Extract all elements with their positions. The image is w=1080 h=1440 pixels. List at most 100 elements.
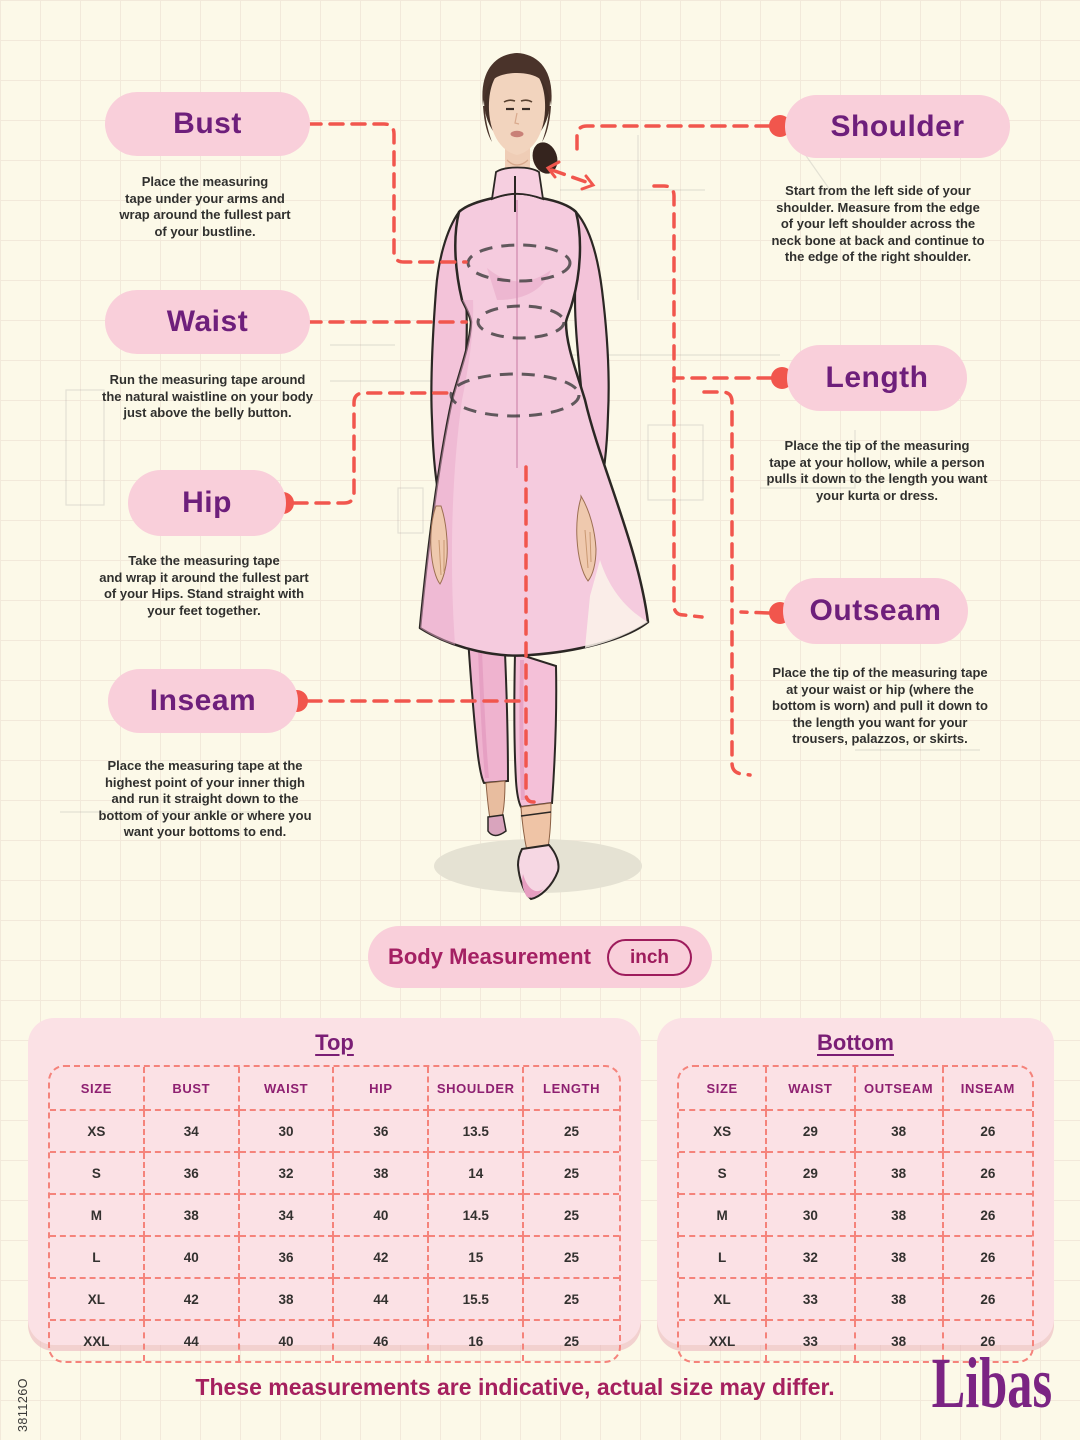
table-cell: 32 xyxy=(767,1237,856,1279)
table-cell: 14.5 xyxy=(429,1195,525,1237)
table-cell: 34 xyxy=(144,1111,240,1153)
pill-label: Outseam xyxy=(809,594,942,627)
shoulder-arrowheads xyxy=(545,160,596,191)
pill-label: Length xyxy=(825,361,929,394)
measurement-pill-bust: Bust xyxy=(105,92,310,156)
bust-ellipse xyxy=(466,243,572,283)
length-line xyxy=(652,184,704,619)
shoe-toe xyxy=(522,874,543,898)
table-cell: 36 xyxy=(239,1237,335,1279)
table-header-row: SIZE WAIST OUTSEAM INSEAM xyxy=(679,1067,1032,1111)
face xyxy=(488,64,546,155)
table-cell: 38 xyxy=(239,1279,335,1321)
table-cell: 25 xyxy=(524,1195,619,1237)
bust-description: Place the measuring tape under your arms… xyxy=(119,174,291,239)
table-row: XL 42 38 44 15.5 25 xyxy=(50,1279,619,1321)
shoulder-arrow-shaft xyxy=(550,168,591,185)
bust-connector xyxy=(306,122,468,264)
table-cell: 46 xyxy=(334,1321,430,1361)
table-header-row: SIZE BUST WAIST HIP SHOULDER LENGTH xyxy=(50,1067,619,1111)
size-table-top: SIZE BUST WAIST HIP SHOULDER LENGTH XS 34 30 36 13… xyxy=(48,1065,621,1363)
table-cell: 26 xyxy=(943,1153,1032,1195)
table-cell: 29 xyxy=(767,1111,856,1153)
table-cell: 42 xyxy=(334,1237,430,1279)
size-table-card-bottom: Bottom SIZE WAIST OUTSEAM INSEAM XS 29 38 26 S 29… xyxy=(657,1018,1054,1363)
table-cell: 25 xyxy=(524,1111,619,1153)
table-cell: 36 xyxy=(144,1153,240,1195)
table-cell: M xyxy=(50,1195,145,1237)
hair-front xyxy=(482,53,552,106)
ankle-front xyxy=(520,802,552,852)
table-row: L 40 36 42 15 25 xyxy=(50,1237,619,1279)
table-cell: 33 xyxy=(767,1321,856,1361)
table-cell: 26 xyxy=(943,1279,1032,1321)
table-header-cell: SIZE xyxy=(679,1067,768,1111)
table-cell: 29 xyxy=(767,1153,856,1195)
outseam-description: Place the tip of the measuring tape at y… xyxy=(772,665,988,746)
table-cell: 40 xyxy=(144,1237,240,1279)
table-cell: 40 xyxy=(240,1321,335,1361)
collar xyxy=(490,166,545,201)
shoe-back xyxy=(487,814,507,837)
table-header-cell: HIP xyxy=(334,1067,430,1111)
table-header-cell: BUST xyxy=(144,1067,240,1111)
underbust-shade xyxy=(487,268,551,300)
measurement-connectors xyxy=(292,122,773,804)
table-row: S 36 32 38 14 25 xyxy=(50,1153,619,1195)
table-header-cell: WAIST xyxy=(239,1067,335,1111)
table-cell: 36 xyxy=(334,1111,430,1153)
outseam-line xyxy=(702,390,752,777)
length-description: Place the tip of the measuring tape at y… xyxy=(766,438,988,503)
table-cell: 38 xyxy=(144,1195,240,1237)
table-cell: XL xyxy=(679,1279,768,1321)
size-table-bottom: SIZE WAIST OUTSEAM INSEAM XS 29 38 26 S 29 38 26 M 30… xyxy=(677,1065,1034,1363)
pill-label: Hip xyxy=(182,486,232,519)
pill-label: Waist xyxy=(166,305,249,338)
table-header-cell: OUTSEAM xyxy=(855,1067,944,1111)
shoulder-connector xyxy=(575,124,771,156)
measurement-pill-hip: Hip xyxy=(128,470,286,536)
table-header-cell: LENGTH xyxy=(524,1067,619,1111)
table-cell: S xyxy=(679,1153,768,1195)
table-cell: XS xyxy=(50,1111,145,1153)
table-cell: 25 xyxy=(564,1333,580,1349)
table-cell: 30 xyxy=(767,1195,856,1237)
table-row: XS 34 30 36 13.5 25 xyxy=(50,1111,619,1153)
table-cell: 15 xyxy=(429,1237,525,1279)
outseam-connector xyxy=(739,610,771,615)
table-cell: 33 xyxy=(767,1279,856,1321)
table-row: XS 29 38 26 xyxy=(679,1111,1032,1153)
table-cell: 38 xyxy=(855,1279,944,1321)
sku-code: 381126O xyxy=(16,1378,30,1433)
table-row: XXL 44 40 46 16 25 xyxy=(50,1321,619,1361)
table-cell: 44 xyxy=(334,1279,430,1321)
table-row: M 38 34 40 14.5 25 xyxy=(50,1195,619,1237)
ankle-back xyxy=(485,780,506,820)
table-cell: 34 xyxy=(239,1195,335,1237)
inseam-line xyxy=(524,465,536,804)
hip-connector xyxy=(292,391,451,505)
table-cell: 38 xyxy=(855,1195,944,1237)
measurement-pill-inseam: Inseam xyxy=(108,669,298,733)
table-cell: 38 xyxy=(855,1111,944,1153)
table-row: S 29 38 26 xyxy=(679,1153,1032,1195)
table-cell: 16 xyxy=(429,1321,525,1361)
measurement-pill-waist: Waist xyxy=(105,290,310,354)
facial-features xyxy=(503,99,533,138)
table-row: L 32 38 26 xyxy=(679,1237,1032,1279)
table-cell: 40 xyxy=(334,1195,430,1237)
table-header-cell: SHOULDER xyxy=(429,1067,525,1111)
table-cell: 26 xyxy=(943,1195,1032,1237)
unit-toggle-inch[interactable]: inch xyxy=(606,938,692,976)
sketch-guidelines xyxy=(60,135,980,813)
table-cell: 38 xyxy=(856,1321,944,1361)
waist-description: Run the measuring tape around the natura… xyxy=(102,372,313,420)
table-cell: 26 xyxy=(943,1237,1032,1279)
table-cell: XXL xyxy=(679,1321,768,1361)
table-cell: S xyxy=(50,1153,145,1195)
table-header-cell: SIZE xyxy=(50,1067,145,1111)
table-cell: XXL xyxy=(50,1321,145,1361)
shoulder-description: Start from the left side of your shoulde… xyxy=(771,183,985,264)
